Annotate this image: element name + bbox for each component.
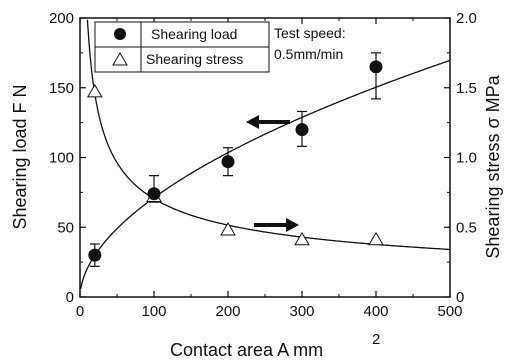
annotation-line-1: Test speed:	[274, 25, 346, 41]
legend: Shearing load Shearing stress	[94, 21, 270, 73]
point-shearing-stress	[368, 231, 384, 246]
y-left-tick-label: 0	[66, 289, 74, 306]
x-tick-label: 400	[363, 303, 388, 320]
fit-curve-shearing-load	[80, 59, 450, 289]
y-right-tick-label: 1.0	[456, 150, 477, 167]
x-tick-label: 500	[437, 303, 462, 320]
y-right-tick-label: 2.0	[456, 10, 477, 27]
y-left-tick-label: 100	[49, 150, 74, 167]
point-shearing-load	[369, 60, 383, 74]
y-left-tick-label: 150	[49, 80, 74, 97]
point-shearing-stress	[220, 222, 236, 236]
point-shearing-load	[88, 248, 102, 262]
x-tick-label: 200	[215, 303, 240, 320]
annotation-line-2: 0.5mm/min	[274, 46, 343, 62]
y-right-tick-label: 0	[456, 289, 464, 306]
legend-label-shearing-load: Shearing load	[151, 26, 237, 42]
point-shearing-load	[147, 187, 161, 201]
point-shearing-load	[295, 123, 309, 137]
y-right-tick-label: 1.5	[456, 80, 477, 97]
y-left-axis-title: Shearing load F N	[10, 84, 30, 229]
x-tick-label: 300	[289, 303, 314, 320]
arrow-left-head	[246, 115, 259, 129]
x-tick-label: 0	[76, 303, 84, 320]
legend-marker-shearing-stress	[112, 52, 128, 66]
y-left-tick-label: 50	[57, 219, 74, 236]
point-shearing-stress	[294, 231, 310, 246]
point-shearing-load	[221, 155, 235, 169]
plot-layer	[80, 19, 450, 289]
legend-label-shearing-stress: Shearing stress	[146, 51, 243, 67]
axes-layer: 0 100 200 300 400 50005010015020000.51.01.52.…	[49, 10, 477, 320]
y-left-tick-label: 200	[49, 10, 74, 27]
legend-marker-shearing-load	[114, 28, 126, 40]
y-right-tick-label: 0.5	[456, 219, 477, 236]
y-right-axis-title: Shearing stress σ MPa	[483, 74, 503, 258]
point-shearing-stress	[86, 83, 103, 98]
x-tick-label: 100	[141, 303, 166, 320]
arrow-right-head	[286, 218, 299, 232]
x-axis-title: Contact area A mm	[170, 340, 323, 360]
x-axis-title-superscript: 2	[372, 331, 380, 348]
